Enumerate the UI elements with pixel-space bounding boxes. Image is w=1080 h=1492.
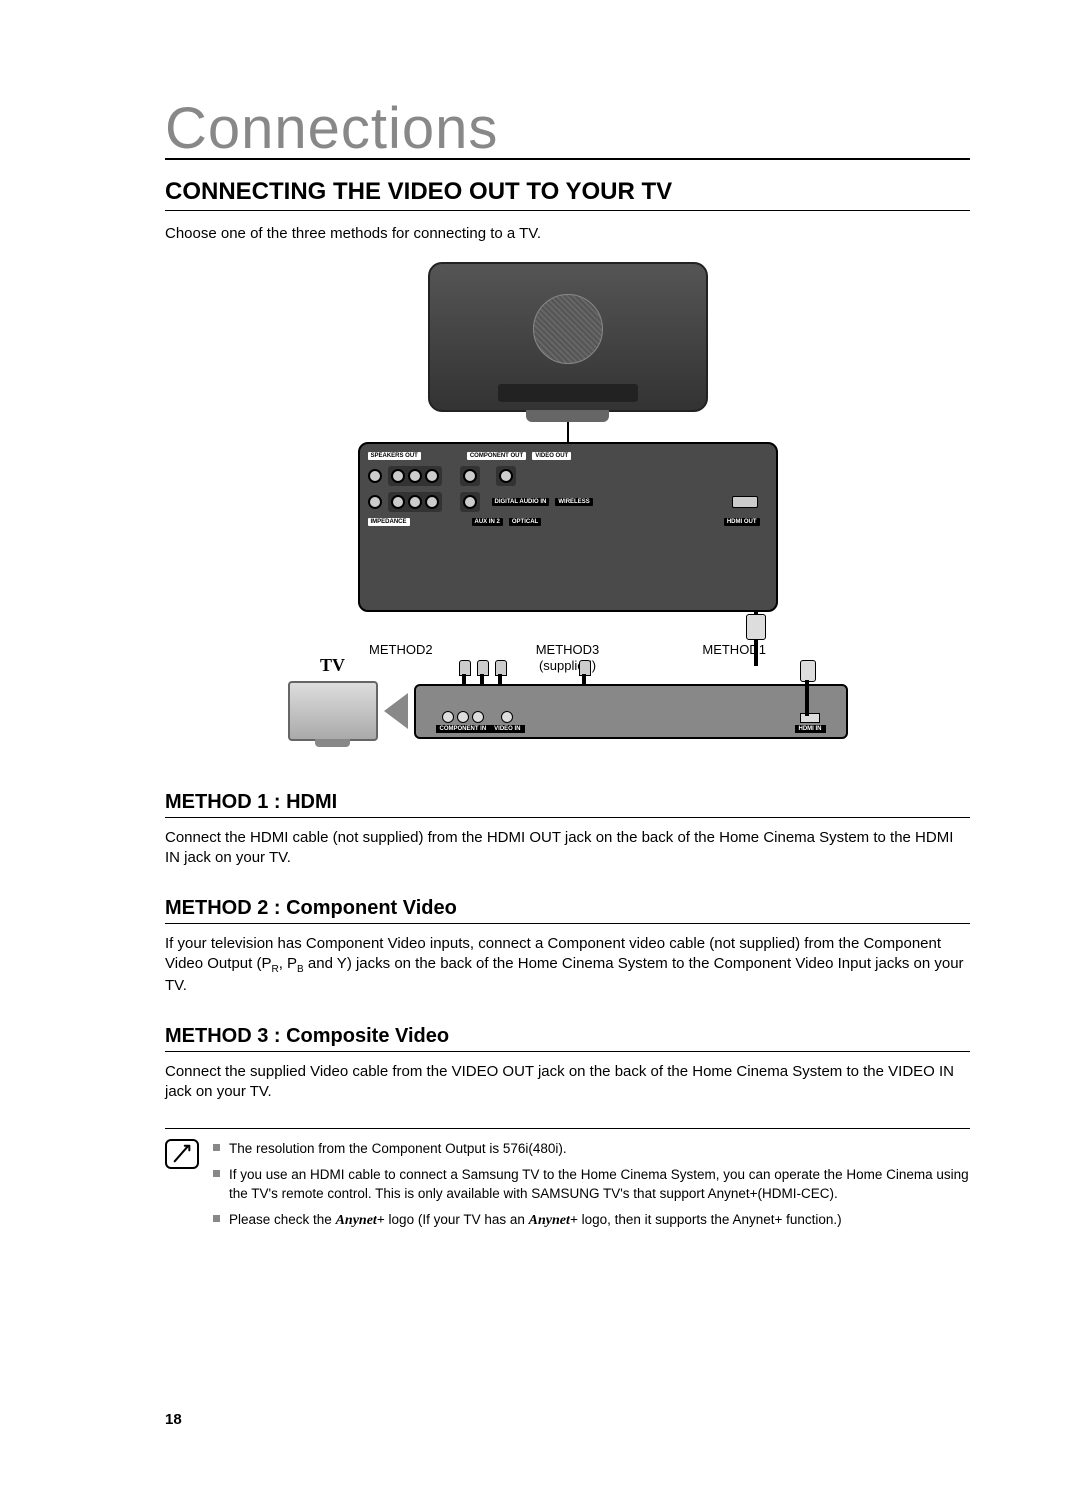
note-item-2: If you use an HDMI cable to connect a Sa… [213, 1165, 970, 1204]
component-in-label: COMPONENT IN [436, 725, 491, 733]
arrow-left-icon [384, 693, 408, 729]
rca-plug-icon [576, 660, 592, 684]
hdmi-out-label: HDMI OUT [724, 518, 760, 526]
method3-body: Connect the supplied Video cable from th… [165, 1062, 970, 1103]
wireless-label: WIRELESS [555, 498, 592, 506]
n3-pre: Please check the [229, 1212, 336, 1227]
component-jacks-icon [460, 466, 480, 486]
rear-panel-diagram: SPEAKERS OUT COMPONENT OUT VIDEO OUT [358, 442, 778, 612]
home-cinema-unit-icon [428, 262, 708, 412]
jack-icon [472, 711, 484, 723]
chapter-title: Connections [165, 100, 970, 160]
note-item-3: Please check the Anynet+ logo (If your T… [213, 1210, 970, 1231]
method-labels-row: METHOD2 METHOD3 (supplied) METHOD1 [288, 642, 848, 673]
section-title: CONNECTING THE VIDEO OUT TO YOUR TV [165, 178, 970, 211]
tv-rear-panel: COMPONENT IN VIDEO IN HDMI IN [414, 684, 848, 739]
n3-mid: logo (If your TV has an [385, 1212, 529, 1227]
impedance-label: IMPEDANCE [368, 518, 410, 526]
connection-diagram: SPEAKERS OUT COMPONENT OUT VIDEO OUT [288, 262, 848, 741]
method1-heading: METHOD 1 : HDMI [165, 791, 970, 818]
speaker-jacks-icon [388, 492, 442, 512]
jack-icon [501, 711, 513, 723]
notes-section: The resolution from the Component Output… [165, 1128, 970, 1237]
speaker-jacks-icon [388, 466, 442, 486]
note-icon [165, 1139, 199, 1169]
notes-list: The resolution from the Component Output… [213, 1139, 970, 1237]
tv-wrapper: TV [288, 681, 378, 741]
hdmi-port-icon [732, 496, 758, 508]
video-jack-icon [496, 466, 516, 486]
n3-post: logo, then it supports the Anynet+ funct… [578, 1212, 842, 1227]
m2-sub-r: R [271, 964, 278, 975]
manual-page: Connections CONNECTING THE VIDEO OUT TO … [0, 0, 1080, 1297]
m2-sub-b: B [297, 964, 304, 975]
jack-icon [368, 469, 382, 483]
jack-icon [457, 711, 469, 723]
jack-icon [442, 711, 454, 723]
video-out-label: VIDEO OUT [532, 452, 571, 460]
method2-text: METHOD2 [369, 642, 433, 657]
anynet-logo-icon: Anynet+ [336, 1213, 385, 1228]
optical-label: OPTICAL [509, 518, 541, 526]
tv-component-in: COMPONENT IN [436, 711, 491, 733]
method3-heading: METHOD 3 : Composite Video [165, 1025, 970, 1052]
m2-text-mid1: , P [279, 955, 297, 972]
speaker-grille-icon [533, 294, 603, 364]
digital-audio-label: DIGITAL AUDIO IN [492, 498, 550, 506]
rca-plug-icon [474, 660, 490, 684]
video-in-label: VIDEO IN [490, 725, 524, 733]
hdmi-plug-icon [798, 660, 816, 716]
rca-plug-icon [492, 660, 508, 684]
method2-label: METHOD2 [369, 642, 433, 673]
method3-text: METHOD3 [536, 642, 600, 657]
note-item-1: The resolution from the Component Output… [213, 1139, 970, 1159]
tv-icon [288, 681, 378, 741]
hdmi-plug-icon [746, 614, 766, 640]
tv-video-in: VIDEO IN [490, 711, 524, 733]
page-number: 18 [165, 1411, 182, 1428]
tv-row: TV COMPONENT IN [288, 681, 848, 741]
component-jacks-icon [460, 492, 480, 512]
front-ports-icon [498, 384, 638, 402]
jack-icon [368, 495, 382, 509]
method2-heading: METHOD 2 : Component Video [165, 897, 970, 924]
aux-in-2-label: AUX IN 2 [472, 518, 503, 526]
anynet-logo-icon: Anynet+ [529, 1213, 578, 1228]
tv-label: TV [320, 655, 345, 676]
method2-body: If your television has Component Video i… [165, 934, 970, 997]
component-out-label: COMPONENT OUT [467, 452, 526, 460]
intro-text: Choose one of the three methods for conn… [165, 225, 970, 242]
rca-plug-icon [456, 660, 472, 684]
tv-hdmi-in: HDMI IN [795, 713, 826, 733]
method1-body: Connect the HDMI cable (not supplied) fr… [165, 828, 970, 869]
hdmi-in-label: HDMI IN [795, 725, 826, 733]
speakers-out-label: SPEAKERS OUT [368, 452, 421, 460]
